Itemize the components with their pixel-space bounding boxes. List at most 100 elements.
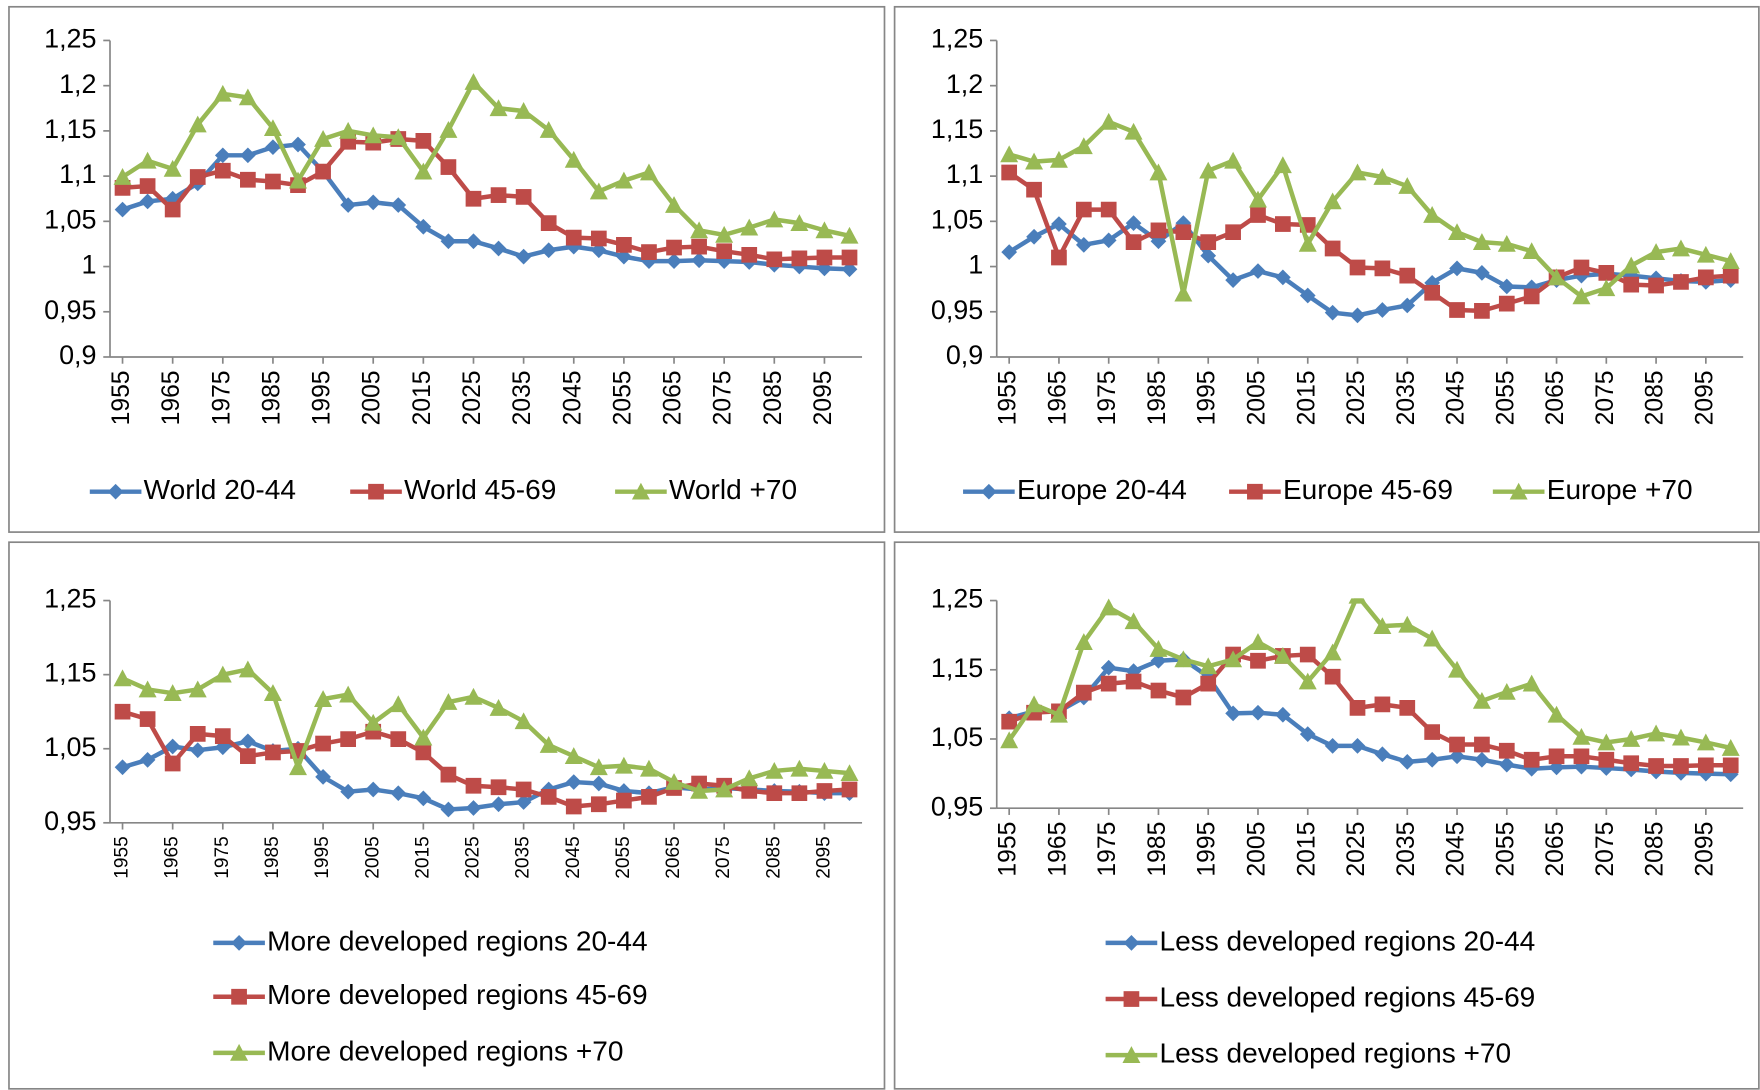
chart-panel: 0,9 0,95 1 1,05 1,1 1,15 1,2 1,25 1955 1965 1975 19… xyxy=(893,5,1760,533)
marker xyxy=(1299,726,1316,743)
legend-item: Less developed regions 45-69 xyxy=(1105,981,1535,1012)
marker xyxy=(565,798,582,815)
marker xyxy=(565,774,582,790)
legend-label: World 45-69 xyxy=(404,474,556,505)
marker xyxy=(440,159,457,175)
x-tick-label: 2095 xyxy=(1691,822,1718,877)
marker xyxy=(1398,177,1417,194)
marker xyxy=(339,121,358,139)
x-tick-label: 2015 xyxy=(1293,370,1320,425)
legend-item: Less developed regions +70 xyxy=(1105,1038,1511,1069)
y-tick-label: 0,9 xyxy=(946,340,983,370)
legend-item: World 20-44 xyxy=(89,474,296,505)
marker xyxy=(639,759,658,777)
x-tick-label: 2085 xyxy=(760,370,787,425)
legend-label: More developed regions 45-69 xyxy=(267,979,647,1010)
marker xyxy=(1374,696,1391,713)
marker xyxy=(230,1043,249,1061)
marker xyxy=(1348,163,1367,181)
marker xyxy=(163,684,182,702)
marker xyxy=(1498,742,1515,759)
x-tick-label: 1985 xyxy=(262,836,283,878)
y-tick-label: 1 xyxy=(968,250,983,280)
marker xyxy=(790,214,809,231)
marker xyxy=(1175,689,1192,706)
x-tick-label: 2025 xyxy=(1343,370,1370,425)
marker xyxy=(1498,278,1515,295)
legend-label: Europe 45-69 xyxy=(1283,474,1453,505)
y-tick-label: 1,15 xyxy=(931,653,983,683)
marker xyxy=(1174,650,1193,668)
marker xyxy=(1199,161,1218,179)
marker xyxy=(1348,598,1367,604)
marker xyxy=(314,130,333,147)
marker xyxy=(1572,727,1591,745)
marker xyxy=(213,665,232,683)
marker xyxy=(1374,746,1391,763)
marker xyxy=(1522,242,1541,260)
marker xyxy=(263,119,282,137)
marker xyxy=(189,169,206,185)
marker xyxy=(1200,675,1217,692)
marker xyxy=(138,680,157,698)
marker xyxy=(1074,633,1093,650)
marker xyxy=(1548,748,1565,765)
marker xyxy=(564,150,583,168)
marker xyxy=(740,769,759,787)
y-tick-label: 1,15 xyxy=(44,658,96,688)
x-tick-label: 2075 xyxy=(710,370,737,425)
y-tick-label: 1,1 xyxy=(59,159,96,189)
marker xyxy=(741,783,758,799)
marker xyxy=(265,173,281,190)
plot-area xyxy=(1000,112,1740,324)
marker xyxy=(1448,660,1467,678)
marker xyxy=(1648,277,1664,294)
x-tick-label: 1955 xyxy=(112,836,133,878)
x-tick-label: 2025 xyxy=(463,836,484,878)
marker xyxy=(1472,233,1491,250)
marker xyxy=(490,779,507,796)
marker xyxy=(439,693,458,710)
x-tick-label: 1955 xyxy=(995,822,1022,877)
y-tick-label: 0,95 xyxy=(44,806,96,836)
marker xyxy=(1374,260,1391,277)
marker xyxy=(1099,598,1118,616)
marker xyxy=(1509,482,1528,500)
marker xyxy=(666,253,682,269)
x-tick-label: 2055 xyxy=(613,836,634,878)
marker xyxy=(113,669,132,687)
marker xyxy=(214,162,231,179)
marker xyxy=(1573,259,1590,276)
marker xyxy=(1026,228,1042,245)
marker xyxy=(641,244,657,260)
x-tick-label: 2035 xyxy=(513,836,534,878)
marker xyxy=(691,238,707,255)
panel-border xyxy=(893,5,1760,533)
marker xyxy=(1424,751,1441,768)
marker xyxy=(1275,706,1291,723)
marker xyxy=(565,229,582,246)
marker xyxy=(1474,265,1490,281)
marker xyxy=(790,759,809,777)
y-tick-label: 1,25 xyxy=(44,584,96,614)
marker xyxy=(1000,145,1019,163)
x-tick-label: 2045 xyxy=(1443,822,1470,877)
marker xyxy=(515,781,532,798)
y-tick-label: 1,2 xyxy=(59,69,96,99)
marker xyxy=(238,660,257,678)
marker xyxy=(1247,483,1263,500)
marker xyxy=(514,102,533,119)
marker xyxy=(1001,164,1018,181)
marker xyxy=(1449,260,1465,277)
marker xyxy=(841,249,858,266)
marker xyxy=(114,201,131,218)
marker xyxy=(1449,302,1465,318)
marker xyxy=(263,684,282,702)
marker xyxy=(1225,705,1241,722)
marker xyxy=(815,221,834,239)
legend-label: Less developed regions +70 xyxy=(1159,1038,1511,1069)
marker xyxy=(240,171,256,188)
marker xyxy=(590,796,607,813)
x-tick-label: 2075 xyxy=(713,836,734,878)
x-tick-label: 2055 xyxy=(1492,822,1519,877)
